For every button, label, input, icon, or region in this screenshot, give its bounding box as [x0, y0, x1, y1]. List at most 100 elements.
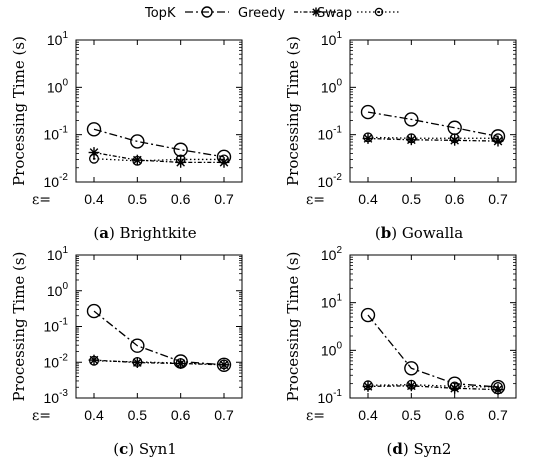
legend-marker-circle-icon: [201, 6, 213, 18]
series-swap: [89, 355, 229, 370]
x-tick-label: 0.5: [402, 407, 422, 423]
y-tick-label: 10-1: [44, 125, 69, 143]
series-line: [93, 158, 224, 162]
data-point: [86, 122, 102, 137]
data-point: [363, 132, 373, 143]
series-swap: [363, 132, 503, 144]
legend-marker-circle-dot-icon: [374, 7, 384, 17]
series-line: [367, 314, 499, 388]
legend-item-swap: Swap: [317, 6, 401, 21]
x-tick-label: 0.4: [358, 407, 378, 423]
data-point: [173, 142, 188, 157]
data-point: [406, 379, 417, 390]
x-tick-label: 0.7: [214, 407, 234, 423]
data-point: [404, 361, 419, 376]
data-point: [175, 358, 186, 369]
y-tick-label: 10-1: [318, 388, 343, 406]
data-point: [86, 303, 102, 319]
series-topk: [86, 303, 232, 372]
y-tick-label: 10-2: [318, 172, 343, 190]
data-point: [175, 154, 186, 165]
plot-frame: [75, 254, 243, 399]
series-line: [367, 111, 499, 138]
data-point: [132, 155, 143, 166]
plot-frame: [349, 39, 517, 183]
series-swap: [363, 379, 503, 392]
data-point: [219, 154, 229, 165]
legend-marker-asterisk-icon: [311, 7, 321, 17]
panel-b: 10-2 10-1 100 101 0.4 0.5 0.6 0.7 ε=Processing T…: [284, 30, 517, 242]
panel-c: 10-3 10-2 10-1 100 101 0.4 0.5 0.6 0.7 ε=Processi…: [10, 245, 243, 458]
x-tick-label: 0.6: [171, 407, 191, 423]
plot-frame: [349, 254, 517, 399]
panel-d: 10-1 100 101 102 0.4 0.5 0.6 0.7 ε=Processing Ti…: [284, 245, 517, 458]
series-greedy: [88, 147, 230, 168]
y-tick-label: 101: [321, 293, 343, 311]
plot-frame: [75, 39, 243, 183]
legend-item-greedy: Greedy: [238, 6, 338, 21]
y-tick-label: 100: [47, 77, 69, 95]
data-point: [360, 104, 376, 120]
y-tick-label: 101: [47, 245, 69, 263]
data-point: [89, 153, 99, 164]
panel-a: 10-2 10-1 100 101 0.4 0.5 0.6 0.7 ε=Processing T…: [10, 30, 243, 242]
series-line: [367, 136, 498, 139]
y-tick-label: 10-3: [44, 388, 69, 406]
data-point: [406, 133, 417, 144]
panel-caption: (b) Gowalla: [375, 224, 463, 242]
data-point: [89, 355, 99, 366]
y-tick-label: 101: [47, 30, 69, 48]
series-line: [93, 310, 225, 366]
x-tick-label: 0.4: [84, 191, 104, 207]
x-axis-label: ε=: [32, 192, 51, 208]
series-topk: [360, 104, 506, 144]
series-line: [93, 360, 225, 366]
data-point: [130, 134, 145, 149]
y-tick-label: 10-1: [318, 125, 343, 143]
panel-caption: (a) Brightkite: [93, 224, 196, 242]
x-tick-label: 0.7: [488, 407, 508, 423]
y-tick-label: 100: [321, 77, 343, 95]
x-tick-label: 0.5: [128, 191, 148, 207]
y-tick-label: 100: [321, 340, 343, 358]
series-swap: [89, 153, 229, 166]
x-tick-label: 0.4: [84, 407, 104, 423]
series-line: [93, 128, 225, 158]
y-axis-label: Processing Time (s): [284, 36, 302, 186]
x-tick-label: 0.7: [488, 191, 508, 207]
legend-item-topk: TopK: [144, 6, 229, 21]
series-line: [367, 137, 499, 142]
legend-label: Swap: [317, 6, 352, 21]
data-point: [447, 120, 462, 135]
series-line: [367, 385, 499, 391]
y-tick-label: 10-2: [44, 172, 69, 190]
data-point: [404, 112, 419, 127]
series-line: [93, 151, 224, 164]
x-tick-label: 0.6: [171, 191, 191, 207]
legend: TopK Greedy Swap: [144, 6, 401, 21]
series-topk: [360, 307, 506, 395]
series-topk: [86, 122, 232, 165]
y-axis-label: Processing Time (s): [284, 252, 302, 402]
data-point: [449, 133, 460, 144]
x-tick-label: 0.5: [128, 407, 148, 423]
legend-label: Greedy: [238, 6, 285, 21]
y-tick-label: 101: [321, 30, 343, 48]
data-point: [132, 356, 143, 367]
y-tick-label: 100: [47, 281, 69, 299]
data-point: [130, 338, 145, 353]
y-axis-label: Processing Time (s): [10, 36, 28, 186]
x-tick-label: 0.4: [358, 191, 378, 207]
data-point: [363, 380, 373, 391]
x-tick-label: 0.5: [402, 191, 422, 207]
series-greedy: [362, 133, 504, 147]
series-greedy: [362, 380, 504, 396]
panel-caption: (c) Syn1: [113, 440, 177, 458]
data-point: [493, 133, 503, 144]
panel-caption: (d) Syn2: [387, 440, 452, 458]
x-tick-label: 0.7: [214, 191, 234, 207]
legend-label: TopK: [144, 6, 176, 21]
data-point: [449, 381, 460, 392]
